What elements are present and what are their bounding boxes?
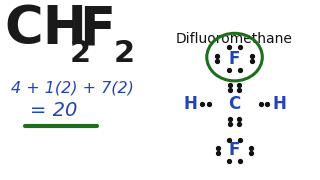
Text: 2: 2 bbox=[114, 39, 135, 68]
Text: 2: 2 bbox=[69, 39, 91, 68]
Text: F: F bbox=[229, 141, 240, 159]
Text: Difluoromethane: Difluoromethane bbox=[176, 32, 293, 46]
Text: = 20: = 20 bbox=[30, 101, 77, 120]
Text: CH: CH bbox=[4, 3, 88, 55]
Text: F: F bbox=[79, 3, 115, 55]
Text: F: F bbox=[229, 50, 240, 68]
Text: H: H bbox=[183, 95, 197, 113]
Text: C: C bbox=[228, 95, 241, 113]
Text: 4 + 1(2) + 7(2): 4 + 1(2) + 7(2) bbox=[11, 80, 134, 95]
Text: H: H bbox=[272, 95, 286, 113]
